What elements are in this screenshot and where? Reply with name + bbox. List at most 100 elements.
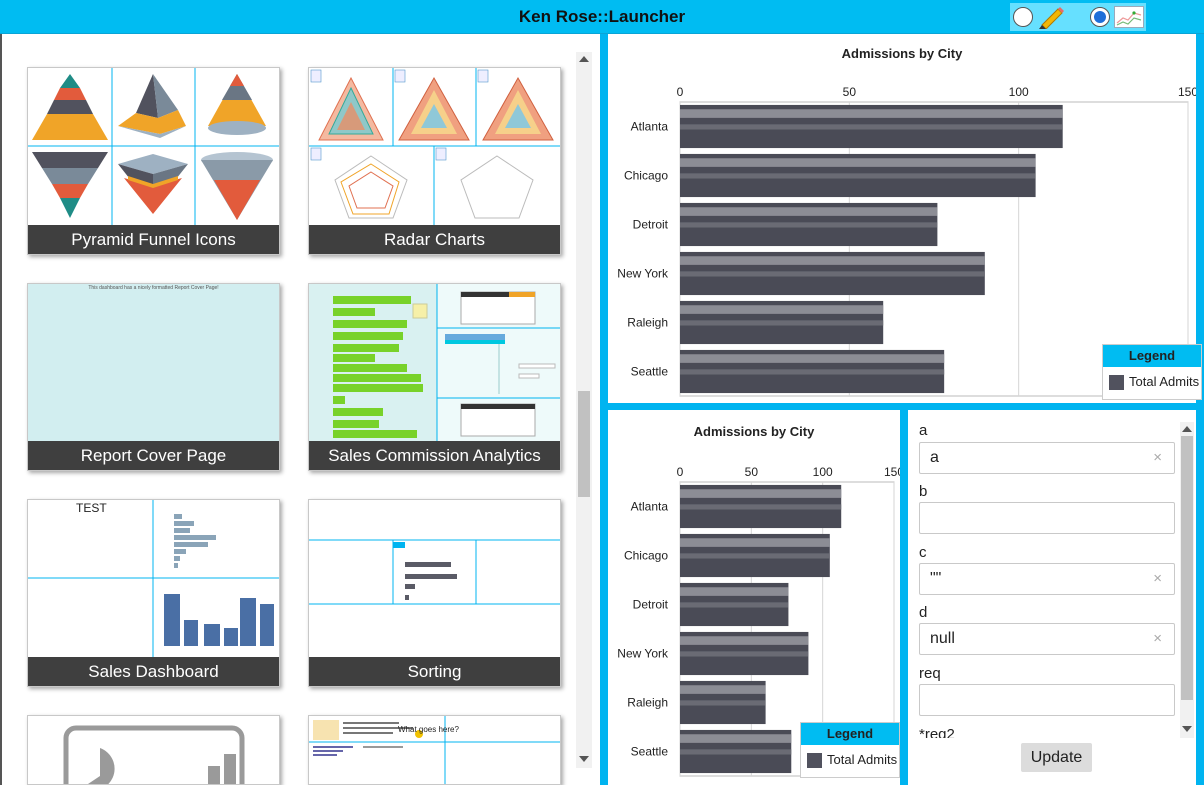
legend-title: Legend <box>801 723 899 745</box>
bar-highlight <box>680 305 884 314</box>
bar-band <box>680 504 842 510</box>
form-scroll-down-icon[interactable] <box>1182 726 1192 732</box>
sales-dashboard-thumbnail <box>28 500 279 657</box>
field-a-value: a <box>930 449 939 466</box>
chart-legend: Legend Total Admits <box>1102 344 1202 400</box>
clear-a-icon[interactable]: × <box>1153 449 1162 466</box>
tile-caption: Sorting <box>309 657 560 686</box>
tile-caption: Pyramid Funnel Icons <box>28 225 279 254</box>
y-tick-label: Raleigh <box>627 316 668 330</box>
draw-mode-radio[interactable] <box>1013 7 1033 27</box>
tile-caption: Radar Charts <box>309 225 560 254</box>
field-d-input[interactable]: null × <box>919 623 1175 655</box>
sales-dashboard-thumbnail-text: TEST <box>76 501 107 515</box>
form-scrollbar[interactable] <box>1180 422 1194 738</box>
field-label-a: a <box>919 422 928 439</box>
y-tick-label: New York <box>617 267 669 281</box>
bar-band <box>680 271 985 277</box>
line-chart-icon[interactable] <box>1114 6 1144 28</box>
bar-highlight <box>680 587 789 596</box>
clear-c-icon[interactable]: × <box>1153 570 1162 587</box>
tile-sales-commission-analytics[interactable]: Sales Commission Analytics <box>308 283 561 471</box>
tile-report-cover-page[interactable]: This dashboard has a nicely formatted Re… <box>27 283 280 471</box>
y-tick-label: Chicago <box>624 549 668 563</box>
legend-item[interactable]: Total Admits <box>1103 367 1201 397</box>
tile-sales-dashboard[interactable]: TEST Sales Dashboard <box>27 499 280 687</box>
field-req-input[interactable] <box>919 684 1175 716</box>
title-bar: Ken Rose::Launcher <box>0 0 1204 34</box>
bar-band <box>680 602 789 608</box>
bar-band <box>680 700 766 706</box>
sorting-thumbnail <box>309 539 560 605</box>
tile-sorting[interactable]: Sorting <box>308 499 561 687</box>
mode-toolbar <box>1010 3 1146 31</box>
x-tick-label: 100 <box>1009 85 1029 99</box>
field-d-value: null <box>930 630 955 647</box>
chart-legend: Legend Total Admits <box>800 722 900 778</box>
legend-swatch <box>807 753 822 768</box>
y-tick-label: Atlanta <box>631 500 669 514</box>
x-tick-label: 150 <box>1178 85 1196 99</box>
chart-title: Admissions by City <box>841 46 963 61</box>
launcher-panel: Pyramid Funnel Icons <box>0 34 600 785</box>
scroll-up-arrow-icon[interactable] <box>579 56 589 62</box>
field-label-b: b <box>919 483 928 500</box>
radar-thumbnail <box>309 68 560 225</box>
field-label-c: c <box>919 544 927 561</box>
parameter-form: a a × b c "" × d null × req *req2 Update <box>908 410 1196 782</box>
sales-commission-thumbnail <box>309 284 560 441</box>
pencil-icon[interactable] <box>1036 5 1066 29</box>
bar-band <box>680 320 884 326</box>
tile-radar-charts[interactable]: Radar Charts <box>308 67 561 255</box>
bar-highlight <box>680 354 945 363</box>
x-tick-label: 100 <box>813 465 833 479</box>
x-tick-label: 0 <box>677 85 684 99</box>
chart-mode-radio[interactable] <box>1090 7 1110 27</box>
field-c-value: "" <box>930 570 942 587</box>
legend-item[interactable]: Total Admits <box>801 745 899 775</box>
x-tick-label: 150 <box>884 465 900 479</box>
field-c-input[interactable]: "" × <box>919 563 1175 595</box>
bar-highlight <box>680 734 792 743</box>
bar-highlight <box>680 538 830 547</box>
clear-d-icon[interactable]: × <box>1153 630 1162 647</box>
tile-what-goes-here[interactable]: What goes here? <box>308 715 561 785</box>
x-tick-label: 0 <box>677 465 684 479</box>
x-tick-label: 50 <box>843 85 857 99</box>
chart-title: Admissions by City <box>693 424 815 439</box>
form-scrollbar-thumb[interactable] <box>1181 436 1193 700</box>
field-label-d: d <box>919 604 928 621</box>
form-clip: *req2 <box>908 724 1178 738</box>
cover-thumbnail-text: This dashboard has a nicely formatted Re… <box>88 285 219 291</box>
what-goes-here-text: What goes here? <box>398 725 459 734</box>
top-chart-panel: Admissions by City 0 50 100 150 Atlanta Chica… <box>608 34 1202 403</box>
bar-highlight <box>680 256 985 265</box>
y-tick-label: Seattle <box>631 365 669 379</box>
legend-label: Total Admits <box>1129 374 1200 389</box>
scrollbar-thumb[interactable] <box>578 391 590 497</box>
bar-band <box>680 124 1063 130</box>
horizontal-splitter[interactable] <box>600 403 1204 410</box>
pie-chart-icon <box>63 725 245 784</box>
bar-highlight <box>680 158 1036 167</box>
bar-band <box>680 173 1036 179</box>
window-title: Ken Rose::Launcher <box>518 7 686 26</box>
field-label-req: req <box>919 665 941 682</box>
bar-band <box>680 222 938 228</box>
bottom-vertical-splitter[interactable] <box>900 410 908 785</box>
form-scroll-up-icon[interactable] <box>1182 426 1192 432</box>
launcher-scrollbar[interactable] <box>576 52 592 768</box>
field-b-input[interactable] <box>919 502 1175 534</box>
update-button[interactable]: Update <box>1021 743 1092 772</box>
scroll-down-arrow-icon[interactable] <box>579 756 589 762</box>
tile-pie-icon[interactable] <box>27 715 280 785</box>
field-a-input[interactable]: a × <box>919 442 1175 474</box>
tile-pyramid-funnel-icons[interactable]: Pyramid Funnel Icons <box>27 67 280 255</box>
y-tick-label: Seattle <box>631 745 669 759</box>
y-tick-label: Detroit <box>633 598 669 612</box>
right-border <box>1196 34 1204 785</box>
legend-label: Total Admits <box>827 752 898 767</box>
tile-caption: Sales Commission Analytics <box>309 441 560 470</box>
y-tick-label: Detroit <box>633 218 669 232</box>
bar-highlight <box>680 636 809 645</box>
